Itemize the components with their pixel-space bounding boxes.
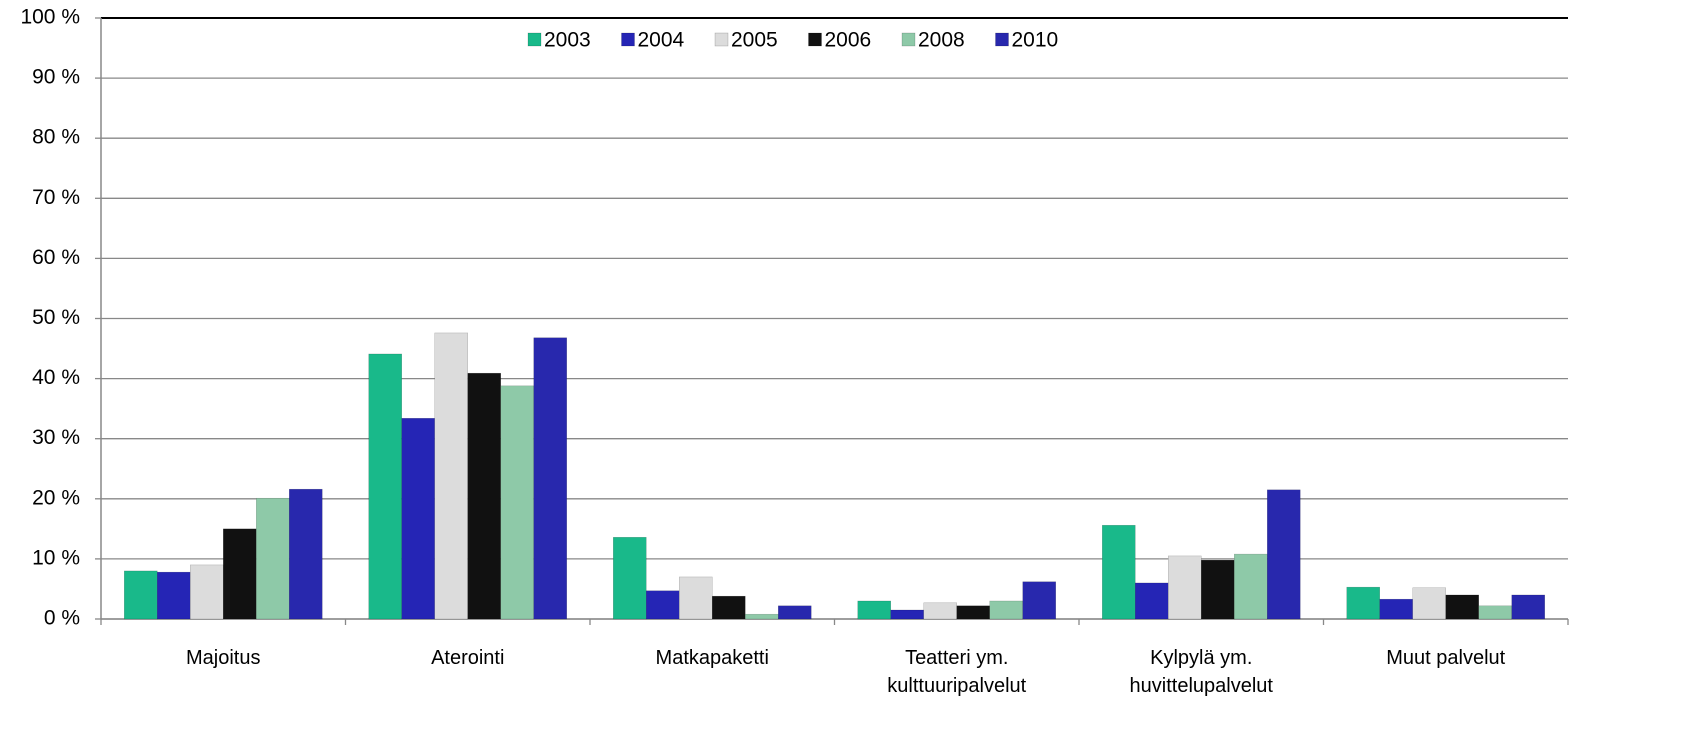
bar: [778, 605, 812, 620]
x-tick-label: Muut palvelut: [1386, 647, 1506, 669]
x-tick-label: Aterointi: [431, 647, 505, 669]
y-tick-label: 30 %: [32, 426, 80, 449]
y-tick-label: 0 %: [44, 607, 80, 630]
bar: [712, 595, 746, 620]
y-tick-label: 70 %: [32, 186, 80, 209]
legend-label: 2005: [731, 29, 778, 52]
legend-swatch: [901, 32, 916, 47]
legend-label: 2006: [825, 29, 872, 52]
bar: [956, 605, 990, 620]
bar: [989, 600, 1023, 620]
bar: [500, 385, 534, 620]
legend-label: 2008: [918, 29, 965, 52]
bar: [1201, 559, 1235, 620]
bar: [1267, 489, 1301, 620]
x-tick-label: Matkapaketti: [655, 647, 769, 669]
bar: [124, 570, 158, 620]
y-tick-label: 40 %: [32, 366, 80, 389]
y-tick-label: 80 %: [32, 126, 80, 149]
bar: [1022, 581, 1056, 620]
bar: [890, 609, 924, 620]
bar: [157, 571, 191, 620]
bar: [401, 418, 435, 620]
legend-label: 2004: [638, 29, 685, 52]
bar: [613, 537, 647, 620]
bar: [1234, 553, 1268, 620]
bar: [1478, 605, 1512, 620]
y-tick-label: 100 %: [20, 6, 80, 29]
bar: [368, 353, 402, 620]
bar: [1346, 586, 1380, 620]
bar: [745, 613, 779, 620]
legend-swatch: [808, 32, 822, 47]
y-tick-label: 10 %: [32, 546, 80, 569]
bar: [1412, 587, 1446, 620]
bar: [256, 497, 290, 620]
bar: [1168, 555, 1202, 620]
bar: [1135, 582, 1169, 620]
bar: [923, 602, 957, 620]
x-tick-label: Kylpylä ym. huvittelupalvelut: [1129, 647, 1273, 697]
bar: [289, 488, 323, 620]
bar: [434, 332, 468, 620]
legend-swatch: [714, 32, 729, 47]
y-tick-label: 20 %: [32, 486, 80, 509]
bar: [1511, 594, 1545, 620]
y-tick-label: 60 %: [32, 246, 80, 269]
bar: [1379, 598, 1413, 620]
bar: [467, 372, 501, 620]
y-tick-label: 90 %: [32, 66, 80, 89]
bar: [857, 600, 891, 620]
legend-label: 2010: [1012, 29, 1059, 52]
legend-swatch: [995, 32, 1009, 47]
x-tick-label: Teatteri ym. kulttuuripalvelut: [887, 647, 1027, 697]
bar: [1102, 524, 1136, 620]
bar: [646, 590, 680, 620]
bar: [190, 564, 224, 620]
legend-swatch: [621, 32, 635, 47]
bar: [223, 528, 257, 620]
legend-swatch: [527, 32, 542, 47]
bar: [1445, 594, 1479, 620]
y-tick-label: 50 %: [32, 306, 80, 329]
bar: [533, 337, 567, 620]
bar: [679, 576, 713, 620]
legend-label: 2003: [544, 29, 591, 52]
x-tick-label: Majoitus: [186, 647, 261, 669]
